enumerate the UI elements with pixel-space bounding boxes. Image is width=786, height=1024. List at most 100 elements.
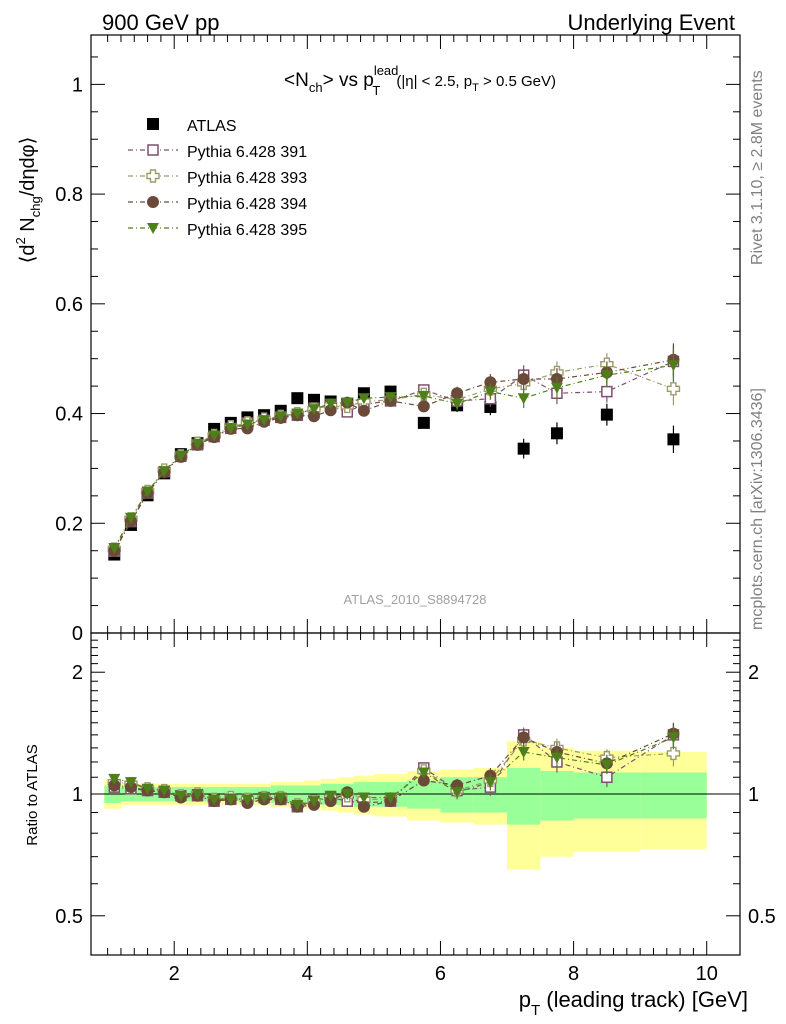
main-series-4-point bbox=[417, 390, 430, 402]
main-y-axis-label: ⟨d2 Nchg/dηdφ⟩ bbox=[13, 137, 43, 264]
main-series-4-point bbox=[341, 397, 354, 409]
ratio-y-tick-label: 0.5 bbox=[55, 906, 83, 928]
ratio-inner-band bbox=[507, 767, 541, 825]
main-series-2-point bbox=[666, 382, 681, 396]
main-series-4-point bbox=[258, 415, 271, 427]
ratio-inner-band bbox=[540, 770, 574, 821]
main-series-4-point bbox=[291, 408, 304, 420]
ratio-y-tick-label-right: 1 bbox=[748, 784, 759, 806]
main-x-ticks bbox=[107, 35, 708, 633]
legend: ATLAS Pythia 6.428 391 Pythia 6.428 393 Pyt… bbox=[128, 118, 307, 239]
x-tick-label: 10 bbox=[696, 963, 718, 985]
main-series-4-point bbox=[384, 392, 397, 404]
ratio-series-3-point bbox=[550, 752, 563, 764]
ratio-frame bbox=[90, 632, 741, 956]
ratio-series-3-point bbox=[451, 787, 464, 799]
main-series-1-point bbox=[601, 385, 613, 398]
main-series-4-point bbox=[141, 486, 154, 498]
legend-entry-label: Pythia 6.428 391 bbox=[187, 144, 307, 161]
main-series-4-point bbox=[667, 360, 680, 372]
main-series-3-point bbox=[517, 372, 530, 385]
ratio-y-tick-label-right: 2 bbox=[748, 662, 759, 684]
legend-marker bbox=[147, 118, 159, 130]
ratio-series-3-point bbox=[324, 790, 337, 802]
ratio-series-3-point bbox=[224, 794, 237, 806]
main-title: <Nch> vs plead T(|η| < 2.5, pT > 0.5 GeV) bbox=[284, 63, 556, 98]
main-series-4-point bbox=[224, 423, 237, 435]
main-y-tick-label: 0.6 bbox=[55, 294, 83, 316]
main-series-4-point bbox=[307, 404, 320, 416]
x-tick-label: 4 bbox=[302, 963, 313, 985]
ratio-y-tick-label: 2 bbox=[72, 662, 83, 684]
ratio-series-3-point bbox=[357, 792, 370, 804]
ratio-y-axis-label: Ratio to ATLAS bbox=[24, 744, 41, 845]
main-y-tick-label: 0 bbox=[72, 623, 83, 645]
ratio-y-tick-label: 1 bbox=[72, 784, 83, 806]
ratio-series-3-point bbox=[258, 792, 271, 804]
ratio-y-ticks: 0.5 0.5 1 1 2 2 bbox=[55, 639, 776, 956]
x-tick-label: 8 bbox=[568, 963, 579, 985]
main-series-4-line bbox=[113, 364, 674, 549]
ratio-series-3-point bbox=[141, 783, 154, 795]
ratio-series-2-point bbox=[417, 774, 430, 787]
main-series-3-point bbox=[451, 387, 464, 400]
main-series-4-point bbox=[484, 386, 497, 398]
main-series-3-point bbox=[324, 404, 337, 417]
main-series-4-point bbox=[550, 382, 563, 394]
main-series-3-point bbox=[307, 410, 320, 423]
main-series-0-point bbox=[550, 427, 563, 440]
legend-entry-label: ATLAS bbox=[187, 118, 237, 135]
header-right: Underlying Event bbox=[567, 10, 735, 35]
legend-marker bbox=[147, 196, 159, 208]
ratio-x-ticks: 2 4 6 8 10 bbox=[107, 633, 718, 985]
main-series-4-point bbox=[274, 411, 287, 423]
main-series-0-point bbox=[600, 408, 613, 421]
analysis-id: ATLAS_2010_S8894728 bbox=[344, 592, 487, 607]
ratio-series bbox=[107, 722, 681, 813]
main-series-0-point bbox=[291, 392, 304, 405]
ratio-series-3-line bbox=[114, 736, 674, 806]
main-y-tick-label: 0.8 bbox=[55, 184, 83, 206]
ratio-series-3-point bbox=[124, 777, 137, 789]
ratio-series-2-point bbox=[108, 779, 121, 792]
ratio-series-3-point bbox=[208, 794, 221, 806]
x-tick-label: 6 bbox=[435, 963, 446, 985]
ratio-y-tick-label-right: 0.5 bbox=[748, 906, 776, 928]
ratio-inner-band bbox=[640, 772, 707, 819]
main-series-4-point bbox=[208, 430, 221, 442]
legend-entry-label: Pythia 6.428 393 bbox=[187, 170, 307, 187]
ratio-series-3-point bbox=[384, 792, 397, 804]
main-series-4-point bbox=[174, 450, 187, 462]
main-series-0-point bbox=[667, 433, 680, 446]
main-y-tick-label: 1 bbox=[72, 74, 83, 96]
ratio-series-3-point bbox=[667, 732, 680, 744]
main-series-4-point bbox=[158, 466, 171, 478]
ratio-series-3-point bbox=[108, 773, 121, 785]
main-series-0-point bbox=[417, 416, 430, 429]
legend-marker bbox=[146, 169, 160, 183]
ratio-series-3-point bbox=[241, 794, 254, 806]
main-series-4-point bbox=[124, 512, 137, 524]
main-series-4-point bbox=[451, 398, 464, 410]
ratio-series-3-point bbox=[307, 796, 320, 808]
main-series-4-point bbox=[357, 393, 370, 405]
main-series-4-point bbox=[324, 398, 337, 410]
ratio-series-2-point bbox=[357, 800, 370, 813]
ratio-series-3-point bbox=[417, 767, 430, 779]
main-series-4-point bbox=[241, 419, 254, 431]
legend-marker bbox=[147, 144, 159, 156]
legend-entry-label: Pythia 6.428 394 bbox=[187, 196, 307, 213]
ratio-series-3-point bbox=[158, 785, 171, 797]
main-series bbox=[107, 343, 681, 561]
legend-entry-label: Pythia 6.428 395 bbox=[187, 222, 307, 239]
main-series-3-point bbox=[357, 404, 370, 417]
main-series-3-point bbox=[484, 376, 497, 389]
mcplots-label: mcplots.cern.ch [arXiv:1306.3436] bbox=[749, 388, 766, 630]
legend-marker bbox=[147, 223, 159, 234]
ratio-series-1-point bbox=[666, 746, 681, 761]
ratio-panel: 0.5 0.5 1 1 2 2 2 4 6 8 10 Ratio to ATLAS pT (lea… bbox=[24, 632, 776, 1019]
main-series-4-point bbox=[108, 542, 121, 554]
main-y-ticks: 0 0.2 0.4 0.6 0.8 1 bbox=[55, 56, 740, 645]
ratio-series-3-point bbox=[274, 792, 287, 804]
